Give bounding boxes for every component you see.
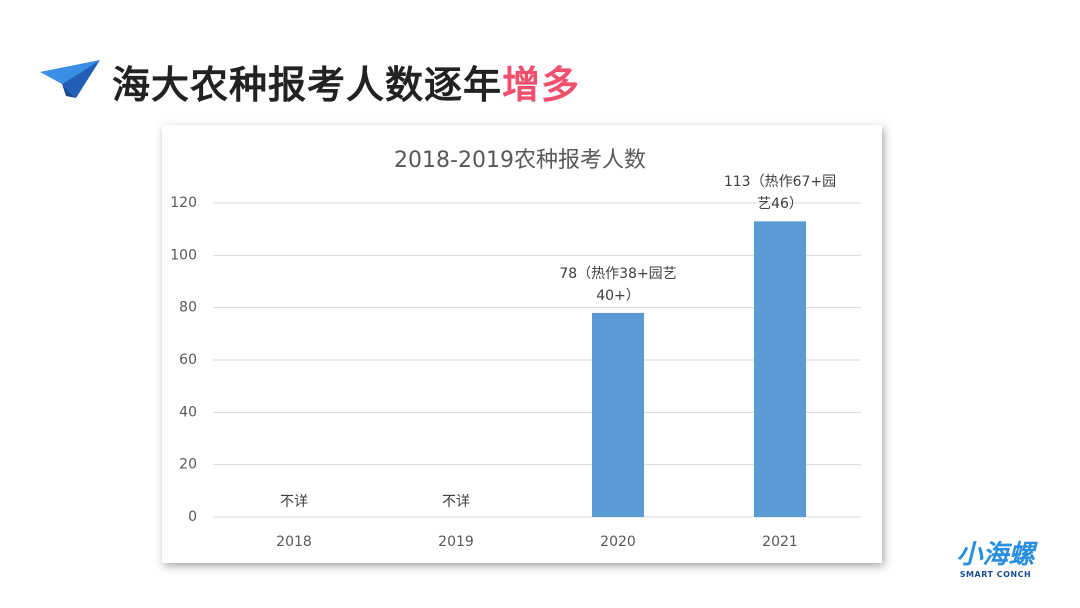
bar xyxy=(754,221,806,518)
value-label-box: 78（热作38+园艺40+） xyxy=(559,265,677,304)
y-tick-label: 20 xyxy=(179,457,197,473)
header: 海大农种报考人数逐年增多 xyxy=(112,54,580,109)
x-tick-label: 2020 xyxy=(600,534,636,550)
chart-title: 2018-2019农种报考人数 xyxy=(394,148,646,173)
value-label: 78（热作38+园艺40+） xyxy=(559,265,677,304)
y-tick-label: 40 xyxy=(179,404,197,420)
value-label-box: 不详 xyxy=(280,494,308,510)
y-tick-label: 80 xyxy=(179,300,197,316)
x-tick-label: 2021 xyxy=(762,534,798,550)
y-tick-label: 60 xyxy=(179,352,197,368)
y-tick-label: 0 xyxy=(188,509,197,525)
x-tick-label: 2019 xyxy=(438,534,474,550)
logo: 小海螺 SMART CONCH xyxy=(948,540,1043,579)
value-label: 113（热作67+园艺46） xyxy=(723,174,837,213)
value-label: 不详 xyxy=(442,494,470,510)
value-label: 不详 xyxy=(280,494,308,510)
chart-card: 2018-2019农种报考人数 0 20 40 60 80 100 120 2018 不详 201… xyxy=(162,125,882,563)
chart: 2018-2019农种报考人数 0 20 40 60 80 100 120 2018 不详 201… xyxy=(170,148,861,550)
header-title: 海大农种报考人数逐年 xyxy=(112,63,503,107)
header-highlight: 增多 xyxy=(502,63,581,107)
x-tick-label: 2018 xyxy=(276,534,312,550)
logo-tagline: SMART CONCH xyxy=(959,570,1032,579)
y-tick-label: 120 xyxy=(170,195,197,211)
logo-name: 小海螺 xyxy=(956,540,1035,570)
bar xyxy=(592,312,644,517)
value-label-box: 113（热作67+园艺46） xyxy=(723,174,837,213)
value-label-box: 不详 xyxy=(442,494,470,510)
plane-icon xyxy=(40,60,100,98)
y-tick-label: 100 xyxy=(170,247,197,263)
